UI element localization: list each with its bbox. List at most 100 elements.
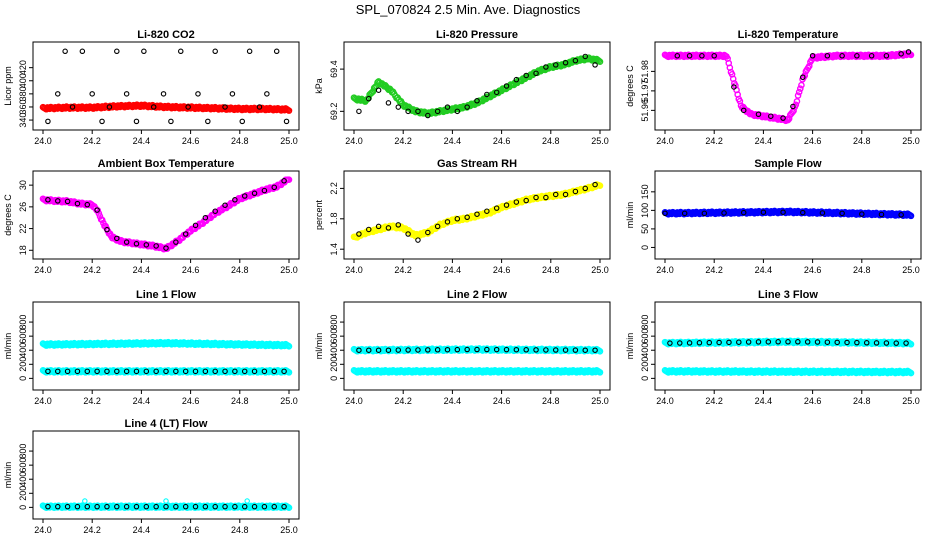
data-point-samples [800,209,806,216]
panel-title: Li-820 CO2 [137,29,194,41]
y-axis-label: Licor ppm [3,66,13,106]
data-point-samples [114,503,120,510]
data-point-samples [592,62,598,68]
data-point-samples [474,211,480,217]
data-point-samples [55,503,61,510]
data-point-samples [701,210,708,217]
data-point-samples [375,87,382,93]
data-point-samples [84,368,91,375]
data-point-samples [740,209,747,216]
data-point-samples [222,368,228,375]
data-point-samples [173,368,179,375]
x-tick-label: 24.0 [34,396,52,406]
data-point-samples [114,368,120,375]
data-point-samples [711,53,717,59]
data-point-samples [212,503,218,510]
data-point-samples [582,347,588,353]
data-point-samples [893,340,899,346]
data-point-samples [99,118,105,125]
y-tick-label: 150 [640,184,650,199]
data-point-samples [192,503,199,510]
data-point-samples [731,84,737,90]
x-tick-label: 24.8 [231,525,249,535]
y-tick-label: 51.97 [640,80,650,103]
plot-frame [654,170,922,260]
data-point-samples [444,346,451,353]
x-tick-label: 24.8 [853,136,871,146]
data-point-samples [513,346,520,353]
data-point-samples [375,223,382,230]
data-point-samples [153,503,159,510]
data-point-samples [415,347,421,353]
data-point-samples [859,211,865,217]
x-tick-label: 24.6 [182,525,200,535]
data-point-samples [775,339,781,345]
data-point-samples [192,222,199,229]
data-point-samples [281,178,287,184]
y-tick-label: 18 [18,245,28,255]
data-point-samples [264,91,270,97]
data-point-samples [192,368,199,375]
data-point-dense [798,81,805,89]
data-point-samples [202,368,209,375]
x-tick-label: 24.6 [804,265,822,275]
data-point-samples [863,340,870,346]
data-point-samples [464,346,470,353]
x-tick-label: 24.4 [133,525,151,535]
data-point-samples [222,104,228,110]
data-point-dense [98,216,106,224]
data-point-samples [415,237,421,243]
data-point-samples [133,368,140,375]
x-tick-label: 24.8 [231,136,249,146]
y-axis-label: ml/min [625,333,635,360]
data-point-samples [163,368,169,375]
data-point-samples [45,368,51,375]
data-point-dense [797,85,804,92]
data-point-samples [261,368,268,375]
data-point-upper [285,343,293,350]
data-point-samples [755,339,762,345]
data-point-samples [143,242,150,248]
x-tick-label: 24.4 [755,136,773,146]
data-point-samples [785,339,791,345]
panel-title: Ambient Box Temperature [98,158,235,170]
x-tick-label: 25.0 [280,136,298,146]
data-point-samples [686,53,693,59]
y-tick-label: 600 [18,458,28,473]
plot-marks [39,176,293,253]
y-tick-label: 200 [18,486,28,501]
data-point-samples [883,340,890,346]
x-tick-label: 24.8 [853,265,871,275]
data-point-samples [173,239,179,245]
data-point-samples [444,104,451,110]
x-tick-label: 24.2 [705,136,723,146]
data-point-samples [251,368,258,375]
y-axis-label: ml/min [3,462,13,489]
y-tick-label: 51.98 [640,60,650,83]
panel-pressure: Li-820 Pressure 24.0 24.2 24.4 24.6 24.8 25.0 6… [314,29,611,146]
data-point-samples [283,118,290,125]
data-point-samples [74,368,81,375]
x-tick-label: 24.2 [394,265,412,275]
data-point-samples [251,503,258,510]
data-point-samples [273,48,280,55]
data-point-samples [572,347,579,353]
data-point-samples [366,347,372,353]
data-point-samples [153,243,159,249]
y-axis-label: kPa [314,78,324,94]
panel-gas_rh: Gas Stream RH 24.0 24.2 24.4 24.6 24.8 25.0 1.4… [314,158,611,275]
x-tick-label: 24.6 [493,265,511,275]
data-point-samples [844,339,850,346]
data-point-samples [474,346,480,353]
panel-title: Line 1 Flow [136,289,196,301]
data-point-samples [582,185,588,192]
data-point-samples [163,245,169,251]
data-point-samples [153,368,159,375]
data-point-samples [484,208,490,214]
data-point-samples [281,368,287,375]
data-point-spikes [163,498,169,504]
data-point-samples [212,368,218,375]
data-point-samples [898,51,904,57]
y-tick-label: 2.2 [329,182,339,195]
data-point-samples [405,347,411,353]
